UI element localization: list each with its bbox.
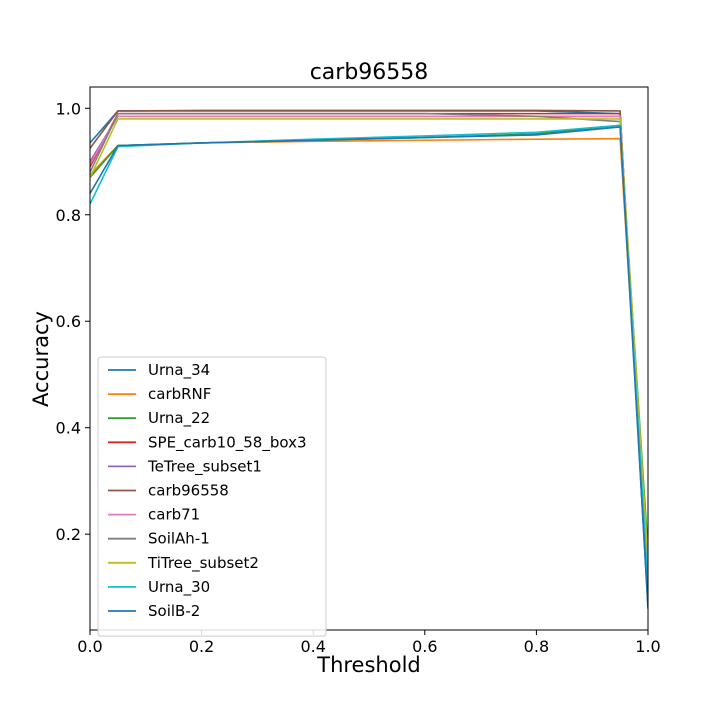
series-line-8 [90,118,648,561]
x-tick-label: 0.0 [77,637,102,656]
legend-label: TiTree_subset2 [147,554,259,573]
x-tick-label: 0.6 [412,637,437,656]
series-line-7 [90,112,648,593]
x-axis: 0.0 0.2 0.4 0.6 0.8 1.0 [77,630,661,656]
legend-label: Urna_34 [148,361,210,380]
y-tick-label: 0.6 [56,312,81,331]
y-axis-label: Accuracy [29,311,53,407]
chart-title: carb96558 [310,60,429,85]
legend-label: carb96558 [148,482,229,500]
legend-label: SPE_carb10_58_box3 [148,433,307,452]
x-tick-label: 0.2 [189,637,214,656]
y-tick-label: 1.0 [56,99,81,118]
legend-label: carbRNF [148,385,211,403]
series-line-6 [90,115,648,588]
series-line-10 [90,126,648,607]
x-tick-label: 1.0 [635,637,660,656]
series-line-9 [90,124,648,588]
x-axis-label: Threshold [316,653,421,677]
legend-label: Urna_22 [148,409,210,428]
series-line-5 [90,109,648,604]
legend-label: SoilB-2 [148,602,200,620]
x-tick-label: 0.4 [300,637,325,656]
y-tick-label: 0.2 [56,525,81,544]
legend-label: TeTree_subset1 [147,457,262,476]
legend-label: SoilAh-1 [148,530,210,548]
y-axis: 0.2 0.4 0.6 0.8 1.0 [56,99,90,544]
y-tick-label: 0.4 [56,419,81,438]
legend: Urna_34 carbRNF Urna_22 SPE_carb10_58_box3 T… [97,356,327,637]
plot-frame [89,86,649,631]
legend-label: carb71 [148,506,200,524]
plot-area [89,86,649,631]
legend-label: Urna_30 [148,578,210,597]
x-tick-label: 0.8 [524,637,549,656]
y-tick-label: 0.8 [56,206,81,225]
legend-box [97,356,327,637]
